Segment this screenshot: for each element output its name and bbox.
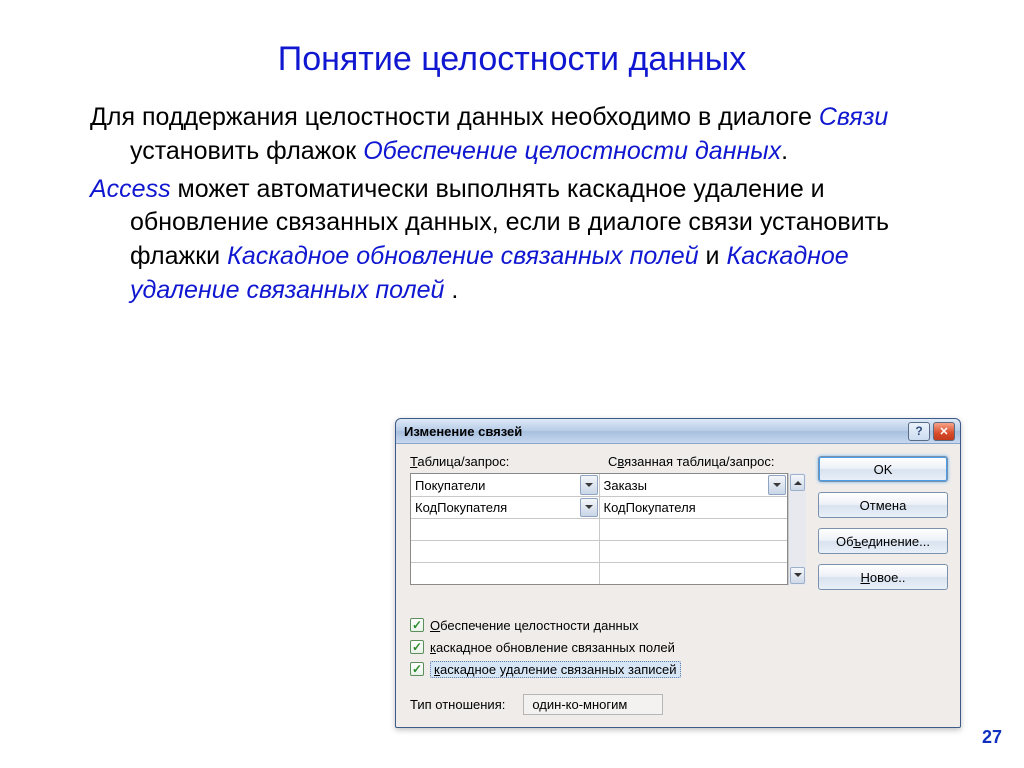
dialog-titlebar[interactable]: Изменение связей ? ✕ — [396, 419, 960, 444]
relations-panel: Таблица/запрос: Связанная таблица/запрос… — [410, 454, 806, 590]
p1-text-c: установить флажок — [130, 137, 363, 165]
chk3-post: аскадное удаление связанных записей — [440, 662, 677, 677]
chk-cascade-delete-row[interactable]: каскадное удаление связанных записей — [410, 658, 946, 680]
scroll-track[interactable] — [789, 492, 806, 566]
checkbox-group: Обеспечение целостности данных каскадное… — [396, 600, 960, 688]
p2-text-f: . — [444, 276, 458, 304]
chk3-label-selected: каскадное удаление связанных записей — [430, 661, 681, 678]
p1-em-integrity: Обеспечение целостности данных — [363, 137, 781, 165]
combo-right-table[interactable]: Заказы — [600, 474, 788, 496]
label-linked-table: Связанная таблица/запрос: — [608, 454, 806, 469]
empty-row-3[interactable] — [411, 562, 787, 584]
chk2-label: каскадное обновление связанных полей — [430, 640, 675, 655]
combo-left-dropdown-icon[interactable] — [580, 475, 598, 495]
edit-relationships-dialog: Изменение связей ? ✕ Таблица/запрос: Свя… — [395, 418, 961, 728]
paragraph-1: Для поддержания целостности данных необх… — [90, 101, 954, 169]
field-row-1: КодПокупателя КодПокупателя — [411, 496, 787, 518]
p2-em-access: Access — [90, 175, 171, 203]
chk-cascade-delete[interactable] — [410, 662, 424, 676]
help-button[interactable]: ? — [908, 422, 930, 441]
combo-left-value: Покупатели — [415, 478, 485, 493]
new-u: Н — [860, 570, 869, 585]
field-right-value: КодПокупателя — [604, 500, 696, 515]
chk2-post: аскадное обновление связанных полей — [436, 640, 675, 655]
field-left-value: КодПокупателя — [415, 500, 507, 515]
empty-row-1[interactable] — [411, 518, 787, 540]
column-labels: Таблица/запрос: Связанная таблица/запрос… — [410, 454, 806, 469]
p2-text-d: и — [699, 242, 727, 270]
empty-cell-2a[interactable] — [411, 541, 600, 562]
p1-text-a: Для поддержания целостности данных необх… — [90, 103, 819, 131]
ok-button[interactable]: OK — [818, 456, 948, 482]
scroll-down-icon[interactable] — [790, 567, 805, 584]
empty-cell-3a[interactable] — [411, 563, 600, 584]
dialog-body: Таблица/запрос: Связанная таблица/запрос… — [396, 444, 960, 600]
chk1-post: беспечение целостности данных — [440, 618, 638, 633]
slide-title: Понятие целостности данных — [0, 0, 1024, 101]
label-table-rest: аблица/запрос: — [417, 454, 509, 469]
field-right-cell[interactable]: КодПокупателя — [600, 497, 788, 518]
relation-type-value: один-ко-многим — [523, 694, 663, 715]
chk-enforce-integrity[interactable] — [410, 618, 424, 632]
p2-em-cascade-update: Каскадное обновление связанных полей — [227, 242, 699, 270]
cancel-button[interactable]: Отмена — [818, 492, 948, 518]
join-pre: Об — [836, 534, 853, 549]
empty-row-2[interactable] — [411, 540, 787, 562]
new-button[interactable]: Новое.. — [818, 564, 948, 590]
empty-cell-1a[interactable] — [411, 519, 600, 540]
fields-grid: Покупатели Заказы КодПокупателя — [410, 473, 788, 585]
combo-right-value: Заказы — [604, 478, 647, 493]
scroll-up-icon[interactable] — [790, 474, 805, 491]
chk1-u: О — [430, 618, 440, 633]
combo-right-dropdown-icon[interactable] — [768, 475, 786, 495]
field-left-dropdown-icon[interactable] — [580, 498, 598, 517]
join-button[interactable]: Объединение... — [818, 528, 948, 554]
paragraph-2: Access может автоматически выполнять кас… — [90, 173, 954, 308]
close-button[interactable]: ✕ — [933, 422, 955, 441]
join-post: единение... — [861, 534, 930, 549]
chk-cascade-update-row[interactable]: каскадное обновление связанных полей — [410, 636, 946, 658]
chk-enforce-integrity-row[interactable]: Обеспечение целостности данных — [410, 614, 946, 636]
empty-cell-1b[interactable] — [600, 519, 788, 540]
label-linked-pre: С — [608, 454, 617, 469]
field-left-cell[interactable]: КодПокупателя — [411, 497, 600, 518]
dialog-buttons-column: OK Отмена Объединение... Новое.. — [818, 454, 948, 590]
relation-type-row: Тип отношения: один-ко-многим — [396, 688, 960, 727]
chk-cascade-update[interactable] — [410, 640, 424, 654]
dialog-title: Изменение связей — [404, 424, 905, 439]
p1-text-e: . — [781, 137, 788, 165]
chk1-label: Обеспечение целостности данных — [430, 618, 639, 633]
empty-cell-3b[interactable] — [600, 563, 788, 584]
p1-em-links: Связи — [819, 103, 888, 131]
new-post: овое.. — [870, 570, 906, 585]
label-linked-post: язанная таблица/запрос: — [624, 454, 774, 469]
body-text: Для поддержания целостности данных необх… — [0, 101, 1024, 308]
label-table-query: Таблица/запрос: — [410, 454, 608, 469]
combo-left-table[interactable]: Покупатели — [411, 474, 600, 496]
empty-cell-2b[interactable] — [600, 541, 788, 562]
combo-row: Покупатели Заказы — [411, 474, 787, 496]
fields-grid-wrap: Покупатели Заказы КодПокупателя — [410, 473, 806, 585]
page-number: 27 — [982, 727, 1002, 748]
relation-type-label: Тип отношения: — [410, 697, 505, 712]
grid-scrollbar[interactable] — [788, 473, 806, 585]
